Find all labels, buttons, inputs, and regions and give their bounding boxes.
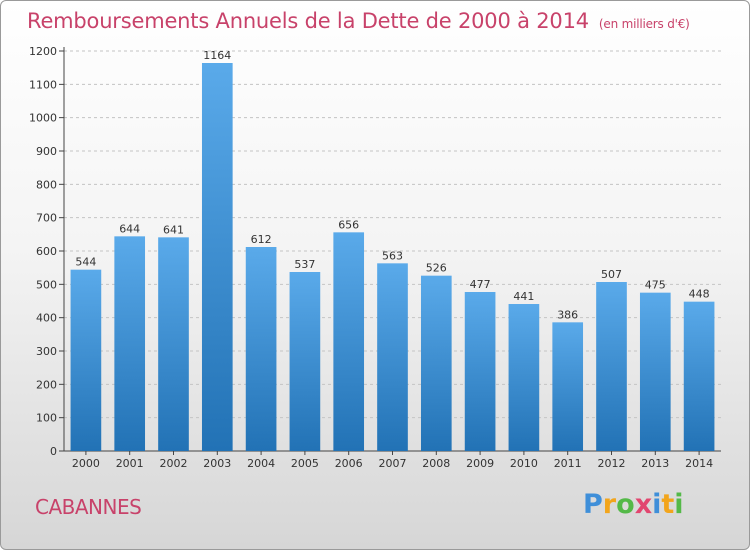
x-tick-label: 2003 — [203, 457, 231, 470]
chart-title: Remboursements Annuels de la Dette de 20… — [27, 9, 690, 33]
data-label: 641 — [163, 223, 184, 236]
data-label: 656 — [338, 218, 359, 231]
bar — [420, 275, 452, 451]
data-label: 1164 — [203, 49, 231, 62]
data-label: 386 — [557, 308, 578, 321]
x-tick-label: 2000 — [72, 457, 100, 470]
y-tick-label: 0 — [50, 445, 57, 458]
logo-letter: x — [634, 489, 653, 520]
y-tick-label: 800 — [36, 178, 57, 191]
y-tick-label: 600 — [36, 245, 57, 258]
y-tick-label: 100 — [36, 412, 57, 425]
x-tick-label: 2002 — [160, 457, 188, 470]
y-tick-label: 1000 — [29, 112, 57, 125]
x-tick-label: 2006 — [335, 457, 363, 470]
bar — [552, 322, 584, 451]
data-label: 644 — [119, 222, 140, 235]
x-tick-label: 2013 — [641, 457, 669, 470]
y-tick-label: 900 — [36, 145, 57, 158]
data-label: 544 — [75, 256, 96, 269]
commune-name: CABANNES — [35, 495, 142, 519]
data-label: 563 — [382, 249, 403, 262]
logo-letter: t — [661, 489, 675, 520]
x-tick-label: 2012 — [598, 457, 626, 470]
bar — [70, 269, 102, 451]
data-label: 537 — [294, 258, 315, 271]
proxiti-logo: Proxiti — [583, 489, 684, 520]
data-label: 448 — [689, 288, 710, 301]
x-tick-label: 2001 — [116, 457, 144, 470]
bar — [683, 301, 715, 451]
bar — [377, 263, 408, 451]
data-label: 475 — [645, 279, 666, 292]
y-tick-label: 700 — [36, 212, 57, 225]
y-tick-label: 400 — [36, 312, 57, 325]
data-label: 612 — [251, 233, 272, 246]
x-tick-label: 2005 — [291, 457, 319, 470]
logo-letter: o — [616, 489, 635, 520]
bar — [245, 247, 277, 451]
x-tick-label: 2010 — [510, 457, 538, 470]
x-tick-label: 2014 — [685, 457, 713, 470]
bar — [201, 63, 233, 451]
bar — [114, 236, 146, 451]
logo-letter: i — [652, 489, 662, 520]
bar — [464, 292, 496, 451]
y-tick-label: 1200 — [29, 45, 57, 58]
bar — [639, 292, 671, 451]
logo-letter: i — [674, 489, 684, 520]
x-tick-label: 2007 — [379, 457, 407, 470]
data-label: 526 — [426, 262, 447, 275]
bar — [596, 282, 627, 451]
logo-letter: P — [583, 489, 603, 520]
x-tick-label: 2009 — [466, 457, 494, 470]
data-label: 507 — [601, 268, 622, 281]
y-tick-label: 300 — [36, 345, 57, 358]
y-tick-label: 500 — [36, 278, 57, 291]
data-label: 441 — [513, 290, 534, 303]
bar — [158, 237, 189, 451]
bar — [289, 272, 321, 451]
logo-letter: r — [602, 489, 617, 520]
chart-unit-note: (en milliers d'€) — [598, 17, 690, 31]
bar — [508, 304, 540, 451]
bar — [333, 232, 365, 451]
x-tick-label: 2011 — [554, 457, 582, 470]
x-tick-label: 2004 — [247, 457, 275, 470]
chart-title-text: Remboursements Annuels de la Dette de 20… — [27, 9, 589, 33]
y-tick-label: 200 — [36, 378, 57, 391]
data-label: 477 — [470, 278, 491, 291]
x-tick-label: 2008 — [422, 457, 450, 470]
y-tick-label: 1100 — [29, 78, 57, 91]
